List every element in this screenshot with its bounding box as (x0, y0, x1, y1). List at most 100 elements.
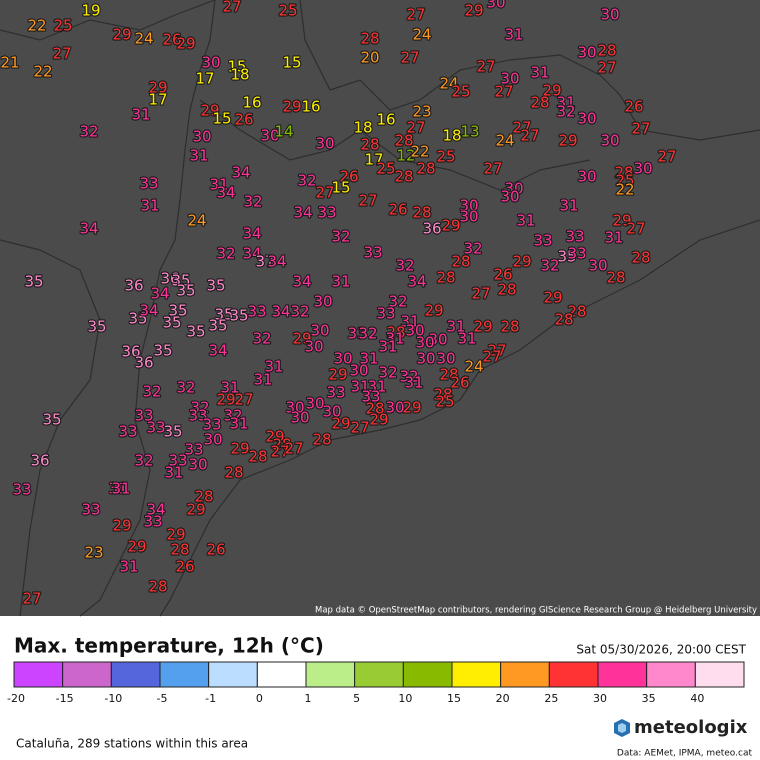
station-value: 29 (441, 217, 460, 235)
station-value: 30 (260, 127, 279, 145)
legend-swatch (208, 661, 258, 688)
legend-swatch (500, 661, 550, 688)
station-value: 35 (206, 277, 225, 295)
date: Sat 05/30/2026, 20:00 CEST (576, 643, 746, 657)
station-value: 31 (220, 379, 239, 397)
station-value: 30 (304, 338, 323, 356)
station-value: 27 (626, 220, 645, 238)
station-value: 25 (435, 393, 454, 411)
legend-tick-label: 30 (593, 692, 607, 705)
station-value: 16 (301, 98, 320, 116)
station-value: 27 (52, 45, 71, 63)
station-value: 35 (229, 307, 248, 325)
station-value: 34 (267, 253, 286, 271)
station-value: 31 (111, 480, 130, 498)
station-value: 34 (292, 273, 311, 291)
station-value: 33 (376, 305, 395, 323)
station-value: 33 (139, 175, 158, 193)
station-value: 30 (600, 132, 619, 150)
station-value: 28 (224, 464, 243, 482)
station-value: 32 (216, 245, 235, 263)
legend-swatch (597, 661, 648, 688)
station-value: 24 (187, 212, 206, 230)
station-value: 33 (118, 423, 137, 441)
station-value: 30 (285, 399, 304, 417)
station-value: 31 (516, 212, 535, 230)
station-value: 34 (150, 285, 169, 303)
legend-tick-label: 0 (256, 692, 263, 705)
legend-swatch (256, 661, 307, 688)
station-value: 28 (248, 448, 267, 466)
station-value: 30 (486, 0, 505, 12)
station-value: 28 (433, 386, 452, 404)
station-value: 28 (394, 132, 413, 150)
station-value: 34 (216, 184, 235, 202)
station-value: 28 (412, 204, 431, 222)
station-value: 29 (148, 79, 167, 97)
station-value: 35 (162, 314, 181, 332)
station-value: 29 (176, 35, 195, 53)
station-value: 28 (436, 269, 455, 287)
station-value: 22 (33, 63, 52, 81)
station-value: 28 (170, 541, 189, 559)
station-value: 31 (253, 371, 272, 389)
station-value: 30 (333, 350, 352, 368)
station-value: 17 (148, 91, 167, 109)
station-value: 33 (143, 513, 162, 531)
station-value: 31 (264, 358, 283, 376)
station-value: 30 (188, 456, 207, 474)
station-value: 34 (231, 164, 250, 182)
station-value: 27 (657, 148, 676, 166)
station-value: 30 (313, 293, 332, 311)
station-value: 33 (567, 245, 586, 263)
station-value: 31 (189, 147, 208, 165)
legend-tick-label: 25 (544, 692, 558, 705)
station-value: 32 (399, 368, 418, 386)
legend-swatch (13, 661, 64, 688)
station-value: 29 (166, 526, 185, 544)
legend-swatch (548, 661, 599, 688)
station-value: 21 (0, 54, 19, 72)
station-value: 25 (376, 160, 395, 178)
legend-swatch (62, 661, 112, 688)
map-background (0, 0, 760, 616)
station-value: 26 (206, 541, 225, 559)
station-value: 31 (108, 480, 127, 498)
station-value: 32 (463, 240, 482, 258)
station-value: 32 (79, 123, 98, 141)
station-value: 35 (168, 302, 187, 320)
credits: Data: AEMet, IPMA, meteo.cat (617, 749, 753, 759)
legend-swatch (110, 661, 161, 688)
station-value: 34 (79, 220, 98, 238)
station-value: 30 (305, 395, 324, 413)
legend-tick-label: 40 (690, 692, 704, 705)
station-value: 24 (134, 30, 153, 48)
legend-swatch (402, 661, 453, 688)
station-value: 31 (385, 330, 404, 348)
station-value: 30 (416, 350, 435, 368)
station-value: 29 (369, 411, 388, 429)
station-value: 26 (234, 111, 253, 129)
station-value: 30 (405, 322, 424, 340)
station-value: 29 (328, 366, 347, 384)
station-value: 29 (112, 517, 131, 535)
logo: meteologix (614, 717, 748, 738)
station-value: 35 (186, 323, 205, 341)
legend-swatch (305, 661, 356, 688)
station-value: 29 (127, 538, 146, 556)
station-value: 27 (471, 285, 490, 303)
station-value: 30 (504, 180, 523, 198)
legend-tick-label: 5 (353, 692, 360, 705)
station-value: 16 (376, 111, 395, 129)
station-value: 32 (134, 452, 153, 470)
station-value: 30 (310, 322, 329, 340)
station-value: 36 (160, 270, 179, 288)
station-value: 28 (597, 42, 616, 60)
legend-swatch (646, 661, 696, 688)
station-value: 31 (359, 350, 378, 368)
station-value: 25 (451, 83, 470, 101)
station-value: 33 (184, 441, 203, 459)
station-value: 29 (542, 82, 561, 100)
station-value: 29 (512, 253, 531, 271)
